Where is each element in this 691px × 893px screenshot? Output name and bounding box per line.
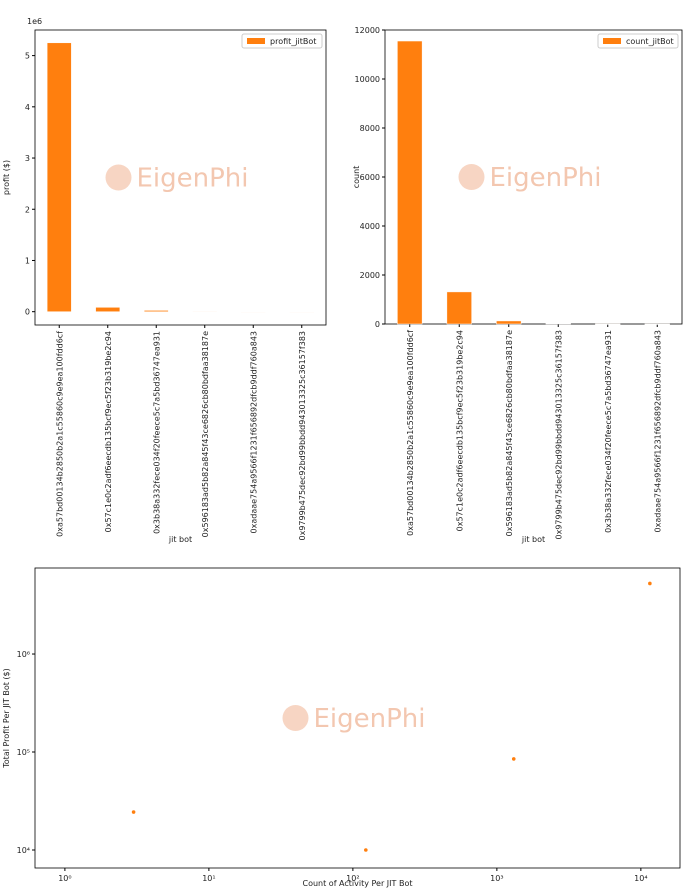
y-tick-label: 4 — [25, 103, 30, 112]
watermark-logo — [458, 164, 485, 190]
plot-frame — [34, 29, 327, 326]
y-tick-label: 4000 — [360, 222, 380, 231]
y-tick-label: 0 — [375, 320, 380, 329]
x-tick-label: 0x3b38a332fece034f20feece5c7a5bd36747ea9… — [604, 330, 613, 533]
y-tick-label: 10000 — [355, 75, 380, 84]
x-tick-label: 0xadaae754a9566f1231f656892dfcb9ddf760a8… — [653, 330, 662, 532]
watermark: EigenPhi — [137, 164, 249, 194]
bar — [644, 323, 670, 325]
y-tick-label: 10⁵ — [17, 748, 30, 757]
y-tick-label: 8000 — [360, 124, 380, 133]
y-tick-label: 2 — [25, 205, 30, 214]
watermark-logo — [282, 705, 309, 731]
bar — [397, 40, 423, 325]
bar — [46, 42, 72, 312]
y-offset-label: 1e6 — [27, 17, 42, 26]
y-tick-label: 10⁶ — [17, 650, 30, 659]
y-tick-label: 5 — [25, 52, 30, 61]
x-tick-label: 10¹ — [202, 874, 215, 883]
bar — [446, 291, 472, 325]
bar — [240, 311, 266, 313]
x-tick-label: 0x3b38a332fece034f20feece5c7a5bd36747ea9… — [152, 331, 161, 534]
y-tick-label: 1 — [25, 256, 30, 265]
bar — [595, 323, 621, 325]
x-tick-label: 0x9799b475dec92bd99bbdd943013325c36157f3… — [298, 331, 307, 541]
legend-label: profit_jitBot — [270, 37, 316, 46]
point — [364, 848, 368, 852]
x-tick-label: 10⁰ — [58, 874, 71, 883]
x-tick-label: 0x57c1e0c2adf6eecdb135bcf9ec5f23b319be2c… — [104, 331, 113, 532]
y-tick-label: 3 — [25, 154, 30, 163]
x-axis-label: jit bot — [168, 535, 192, 544]
legend-box — [597, 33, 679, 49]
y-tick-label: 6000 — [360, 173, 380, 182]
x-tick-label: 0x596183ad5b82a845f43ce6826cb80bdfaa3818… — [505, 330, 514, 536]
y-axis-label: count — [352, 166, 361, 189]
legend-swatch — [603, 38, 621, 44]
watermark-logo — [105, 164, 132, 191]
bar — [143, 310, 169, 312]
y-tick-label: 2000 — [360, 271, 380, 280]
x-tick-label: 0x9799b475dec92bd99bbdd943013325c36157f3… — [554, 330, 563, 540]
plot-frame — [34, 567, 681, 869]
legend-box — [241, 33, 323, 49]
legend-swatch — [247, 38, 265, 44]
watermark: EigenPhi — [490, 163, 602, 193]
y-tick-label: 12000 — [355, 26, 380, 35]
x-tick-label: 0xa57bd00134b2850b2a1c55860c9e9ea100fdd6… — [406, 330, 415, 536]
bar — [545, 323, 571, 325]
y-tick-label: 10⁴ — [17, 846, 30, 855]
y-tick-label: 0 — [25, 308, 30, 317]
legend-label: count_jitBot — [626, 37, 674, 46]
x-tick-label: 10⁴ — [634, 874, 647, 883]
point — [511, 757, 516, 761]
x-axis-label: Count of Activity Per JIT Bot — [303, 879, 413, 888]
x-axis-label: jit bot — [521, 535, 545, 544]
point — [131, 810, 136, 814]
bar — [95, 307, 121, 312]
bar — [289, 311, 315, 313]
watermark: EigenPhi — [314, 704, 426, 734]
y-axis-label: profit ($) — [2, 160, 11, 195]
x-tick-label: 10² — [346, 874, 359, 883]
point — [648, 581, 652, 586]
y-axis-label: Total Profit Per JIT Bot ($) — [2, 668, 11, 768]
x-tick-label: 0x596183ad5b82a845f43ce6826cb80bdfaa3818… — [201, 331, 210, 537]
x-tick-label: 10³ — [490, 874, 503, 883]
x-tick-label: 0xa57bd00134b2850b2a1c55860c9e9ea100fdd6… — [55, 331, 64, 537]
x-tick-label: 0x57c1e0c2adf6eecdb135bcf9ec5f23b319be2c… — [455, 330, 464, 531]
bar — [192, 310, 218, 312]
bar — [496, 320, 522, 325]
x-tick-label: 0xadaae754a9566f1231f656892dfcb9ddf760a8… — [249, 331, 258, 533]
